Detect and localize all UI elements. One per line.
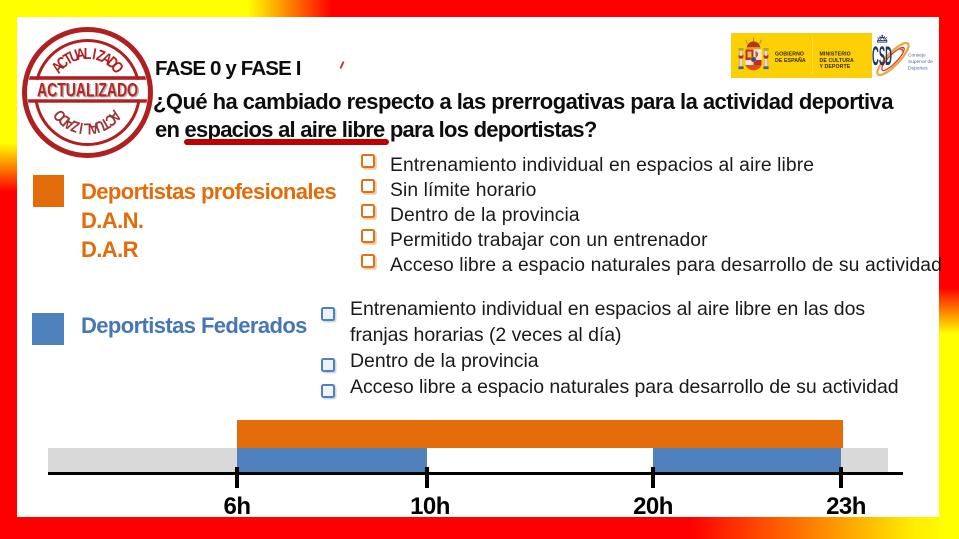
svg-text:DE ESPAÑA: DE ESPAÑA xyxy=(775,57,806,64)
svg-text:CSD: CSD xyxy=(872,41,892,71)
svg-text:A: A xyxy=(88,118,100,137)
svg-text:Superior de: Superior de xyxy=(908,59,933,65)
svg-text:I: I xyxy=(91,46,98,64)
svg-text:GOBIERNO: GOBIERNO xyxy=(775,52,804,58)
svg-text:ACTUALIZADO: ACTUALIZADO xyxy=(37,79,138,101)
svg-text:Y DEPORTE: Y DEPORTE xyxy=(820,64,851,70)
svg-text:L: L xyxy=(83,119,91,137)
svg-text:Consejo: Consejo xyxy=(908,53,926,59)
svg-text:MINISTERIO: MINISTERIO xyxy=(820,52,851,58)
svg-text:I: I xyxy=(78,118,85,136)
svg-text:A: A xyxy=(75,45,87,64)
svg-text:Deportes: Deportes xyxy=(908,66,928,72)
svg-text:DE CULTURA: DE CULTURA xyxy=(820,58,854,64)
svg-text:ACTUALIZADO: ACTUALIZADO xyxy=(39,81,140,103)
svg-text:L: L xyxy=(84,45,92,63)
